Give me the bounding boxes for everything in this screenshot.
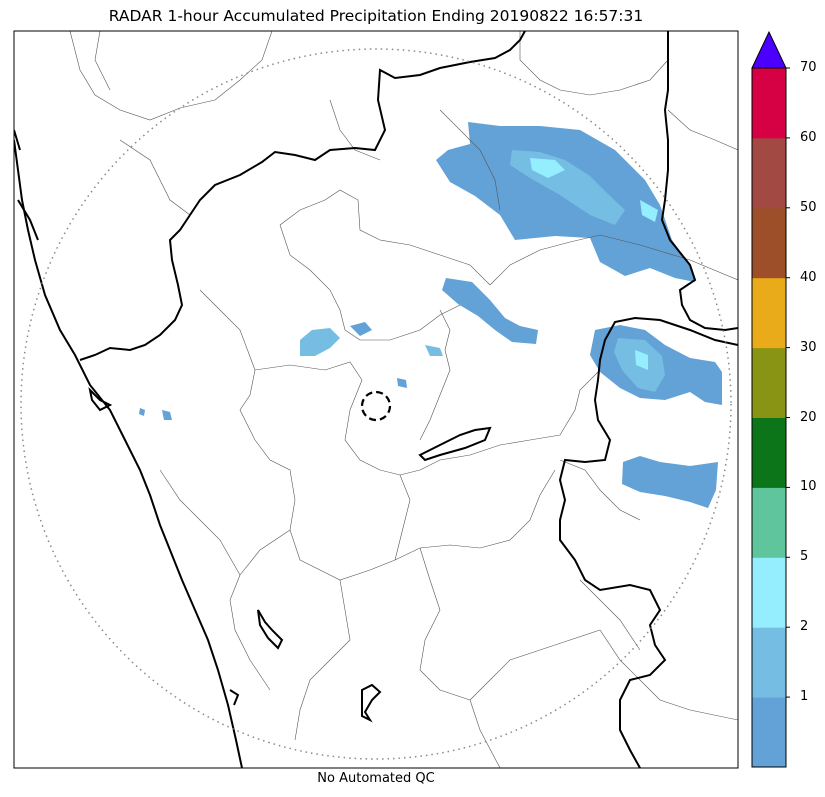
state-boundaries: [14, 31, 738, 768]
colorbar-segment: [752, 557, 786, 628]
colorbar-extend-arrow: [751, 30, 787, 69]
echo-coast2: [139, 408, 145, 416]
map-title: RADAR 1-hour Accumulated Precipitation E…: [108, 7, 644, 25]
colorbar-tick-label: 1: [800, 689, 809, 705]
west-coastline: [14, 139, 243, 768]
state-boundary-north: [189, 31, 526, 216]
map-frame: [13, 30, 739, 769]
reservoir-south: [257, 609, 284, 650]
state-boundary-west: [79, 214, 191, 361]
reservoir-south2: [361, 683, 382, 723]
echo-south-east: [622, 456, 718, 508]
echo-scatter-west: [300, 328, 340, 356]
colorbar-tick-label: 50: [800, 199, 817, 215]
echo-north-east: [436, 122, 695, 282]
colorbar-tick-label: 70: [800, 60, 817, 75]
echo-coast: [162, 410, 172, 420]
qc-note: No Automated QC: [317, 771, 435, 786]
colorbar-frame: [751, 68, 787, 768]
colorbar-segment: [752, 277, 786, 349]
echo-scatter-mid2: [425, 345, 443, 356]
district-boundaries: [69, 31, 738, 768]
echo-central-band: [442, 278, 538, 344]
colorbar-segment: [752, 697, 786, 768]
range-ring: [20, 48, 732, 760]
colorbar-segment: [752, 627, 786, 698]
state-boundary-east: [660, 31, 738, 332]
echo-scatter-site: [397, 378, 407, 388]
echo-east-peak: [635, 350, 648, 370]
colorbar-tick-label: 40: [800, 269, 817, 285]
state-boundary-east2: [558, 316, 738, 768]
colorbar-segment: [752, 68, 786, 139]
colorbar-segment: [752, 137, 786, 209]
precipitation-echoes: [139, 122, 722, 508]
colorbar-segment: [752, 207, 786, 279]
colorbar-segment: [752, 487, 786, 558]
echo-north-east-peak2: [640, 200, 658, 222]
colorbar-tick-label: 60: [800, 129, 817, 145]
radar-site-marker: [360, 390, 392, 422]
echo-scatter-mid: [350, 322, 372, 336]
colorbar-segment: [752, 417, 786, 488]
colorbar-tick-label: 2: [800, 619, 809, 635]
colorbar-tick-label: 5: [800, 549, 809, 565]
colorbar-tick-label: 10: [800, 479, 817, 495]
colorbar-tick-label: 30: [800, 339, 817, 355]
colorbar: [751, 30, 790, 768]
inland-reservoir: [418, 426, 492, 462]
colorbar-segment: [752, 347, 786, 418]
colorbar-tick-label: 20: [800, 409, 817, 425]
echo-north-east-peak: [530, 158, 565, 178]
